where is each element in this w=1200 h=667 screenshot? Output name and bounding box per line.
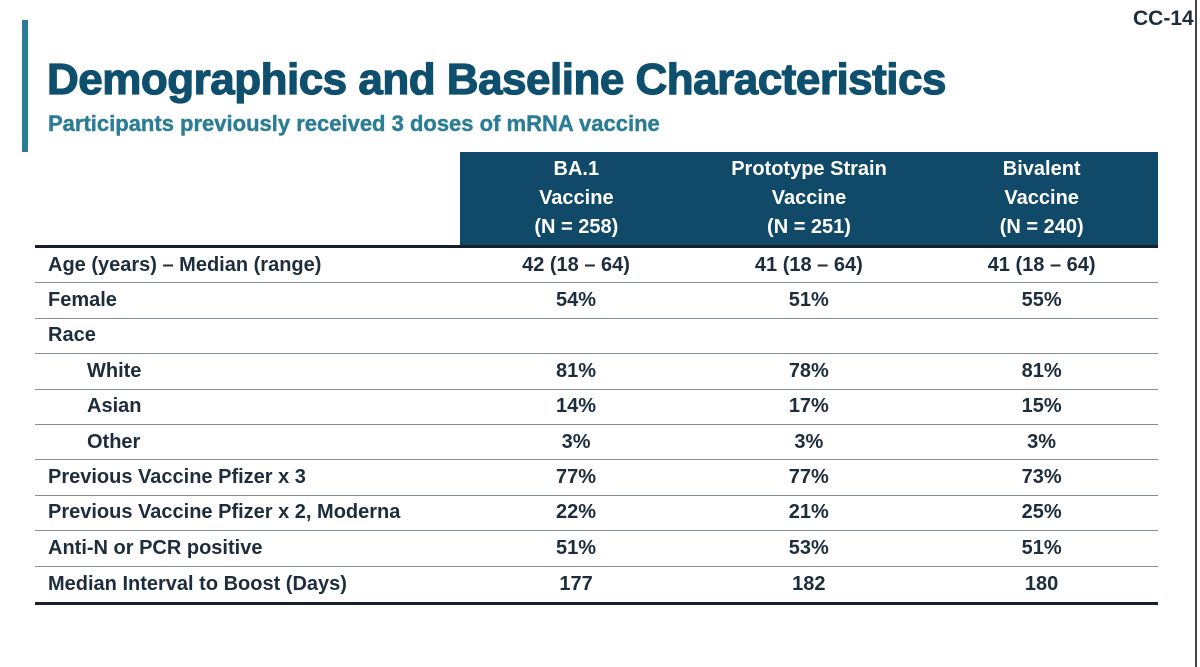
demographics-table: BA.1 Vaccine (N = 258) Prototype Strain … — [35, 152, 1158, 605]
row-value: 51% — [556, 536, 597, 559]
row-value: 177 — [559, 572, 593, 595]
row-value: 81% — [556, 359, 597, 382]
row-value: 73% — [1021, 466, 1062, 489]
row-label: Anti-N or PCR positive — [48, 536, 263, 559]
row-label: Median Interval to Boost (Days) — [48, 572, 347, 595]
row-label: Female — [48, 289, 117, 312]
row-value: 41 (18 – 64) — [987, 253, 1096, 276]
row-label: Asian — [87, 395, 142, 418]
row-value: 53% — [788, 536, 829, 559]
page-title: Demographics and Baseline Characteristic… — [46, 54, 947, 104]
row-value: 21% — [788, 501, 829, 524]
row-value: 55% — [1021, 289, 1062, 312]
row-value: 51% — [1021, 536, 1062, 559]
table-row-female: Female 54% 51% 55% — [35, 283, 1158, 319]
row-value: 15% — [1021, 395, 1062, 418]
slide-right-border — [1195, 0, 1197, 667]
row-value: 14% — [556, 395, 597, 418]
row-value: 81% — [1021, 359, 1062, 382]
row-value: 25% — [1021, 501, 1062, 524]
table-header-spacer — [35, 152, 460, 245]
column-header-bivalent-vaccine: Bivalent Vaccine (N = 240) — [999, 158, 1084, 238]
table-body: Age (years) – Median (range) 42 (18 – 64… — [35, 245, 1158, 605]
row-value: 42 (18 – 64) — [522, 253, 630, 276]
table-row-previous-pfizer-x3: Previous Vaccine Pfizer x 3 77% 77% 73% — [35, 460, 1158, 496]
row-label: Other — [87, 430, 141, 453]
slide-code: CC-14 — [1133, 7, 1194, 30]
table-row-race-other: Other 3% 3% 3% — [35, 425, 1158, 461]
table-row-median-interval-to-boost: Median Interval to Boost (Days) 177 182 … — [35, 567, 1158, 602]
column-header-prototype-strain-vaccine: Prototype Strain Vaccine (N = 251) — [731, 158, 887, 238]
table-row-age: Age (years) – Median (range) 42 (18 – 64… — [35, 248, 1158, 284]
row-label: Race — [48, 324, 96, 347]
row-label: Previous Vaccine Pfizer x 3 — [48, 466, 306, 489]
row-value: 41 (18 – 64) — [754, 253, 863, 276]
row-value: 180 — [1024, 572, 1059, 595]
row-value: 3% — [794, 430, 824, 453]
row-value: 3% — [561, 430, 591, 453]
table-header-block: BA.1 Vaccine (N = 258) Prototype Strain … — [460, 152, 1158, 245]
table-header-row: BA.1 Vaccine (N = 258) Prototype Strain … — [35, 152, 1158, 245]
table-row-race-asian: Asian 14% 17% 15% — [35, 390, 1158, 425]
row-value: 54% — [556, 289, 597, 312]
table-row-race: Race — [35, 319, 1158, 355]
row-label: Previous Vaccine Pfizer x 2, Moderna — [48, 501, 401, 524]
row-label: White — [87, 359, 142, 382]
page-subtitle: Participants previously received 3 doses… — [48, 111, 660, 136]
row-value: 22% — [556, 501, 597, 524]
column-header-ba1-vaccine: BA.1 Vaccine (N = 258) — [534, 158, 619, 238]
row-value: 3% — [1027, 430, 1057, 453]
title-accent-bar — [22, 20, 28, 152]
row-value: 78% — [788, 359, 829, 382]
table-row-previous-pfizer-x2-moderna: Previous Vaccine Pfizer x 2, Moderna 22%… — [35, 496, 1158, 532]
table-row-race-white: White 81% 78% 81% — [35, 354, 1158, 390]
row-value: 182 — [792, 572, 826, 595]
row-label: Age (years) – Median (range) — [48, 253, 322, 276]
row-value: 17% — [788, 395, 829, 418]
row-value: 77% — [556, 466, 597, 489]
table-row-anti-n-pcr-positive: Anti-N or PCR positive 51% 53% 51% — [35, 531, 1158, 567]
row-value: 77% — [788, 466, 829, 489]
row-value: 51% — [788, 289, 829, 312]
